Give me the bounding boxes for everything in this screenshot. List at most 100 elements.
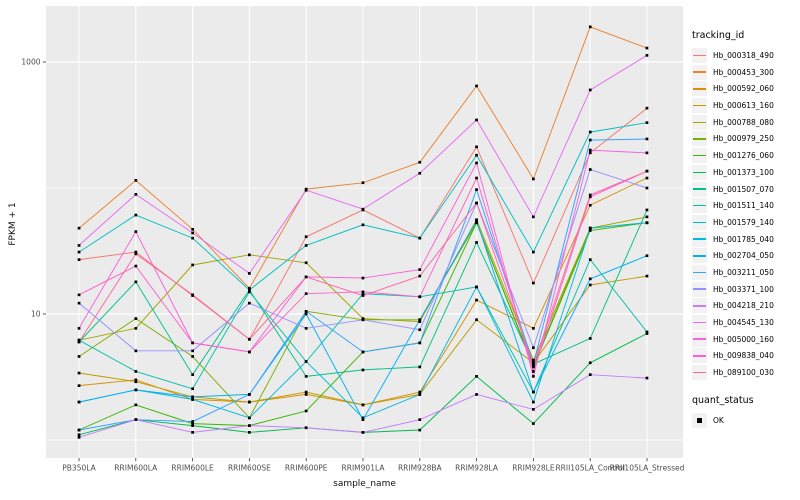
legend-line-swatch <box>693 171 706 174</box>
legend-key-icon <box>692 148 707 164</box>
legend-key-icon <box>692 198 707 214</box>
data-point <box>361 431 365 434</box>
data-point <box>77 371 81 375</box>
legend-item-Hb_004218_210: Hb_004218_210 <box>692 298 798 314</box>
series-points-Hb_089100_030 <box>77 169 649 367</box>
legend-item-Hb_002704_050: Hb_002704_050 <box>692 248 798 264</box>
data-point <box>77 244 81 247</box>
legend-key-icon <box>692 114 707 130</box>
x-axis-title: sample_name <box>333 479 396 489</box>
legend-key-icon <box>692 365 707 381</box>
legend-label: Hb_004218_210 <box>713 301 774 311</box>
data-point <box>248 288 251 292</box>
data-point <box>77 355 81 358</box>
legend-label: Hb_004545_130 <box>713 318 774 327</box>
legend-line-swatch <box>693 255 706 257</box>
data-point <box>248 253 251 257</box>
data-point <box>645 376 649 380</box>
data-point <box>77 327 81 330</box>
legend-key-icon <box>692 248 707 264</box>
data-point <box>361 292 365 295</box>
series-points-Hb_001579_140 <box>77 121 649 292</box>
data-point <box>588 195 592 199</box>
legend-label: Hb_001579_140 <box>713 217 774 227</box>
legend-item-ok: OK <box>692 413 798 429</box>
data-point <box>532 346 535 350</box>
data-point <box>645 332 649 335</box>
legend-line-swatch <box>693 355 706 357</box>
data-point <box>475 145 478 149</box>
legend-label: Hb_005000_160 <box>713 334 774 344</box>
data-point <box>588 148 592 152</box>
legend-line-swatch <box>693 221 706 224</box>
legend-label: Hb_001373_100 <box>713 167 774 177</box>
data-point <box>475 285 478 289</box>
data-point <box>475 393 478 396</box>
legend-key-icon <box>692 131 707 147</box>
legend-line-swatch <box>693 338 706 340</box>
data-point <box>304 188 308 192</box>
x-tick-label-RRIM600LE: RRIM600LE <box>171 464 214 473</box>
legend-line-swatch <box>693 138 706 140</box>
data-point <box>475 161 478 165</box>
data-point <box>588 258 592 261</box>
data-point <box>532 365 535 369</box>
data-point <box>304 275 308 279</box>
data-point <box>134 252 138 256</box>
legend-key-icon <box>692 281 707 297</box>
data-point <box>361 290 365 294</box>
data-point <box>532 422 535 425</box>
x-tick-label-RRIM600SE: RRIM600SE <box>228 464 271 473</box>
x-tick-label-RRIM928BA: RRIM928BA <box>398 464 443 473</box>
legend-label: Hb_001276_060 <box>713 151 774 161</box>
data-point <box>645 254 649 258</box>
data-point <box>248 424 251 427</box>
data-point <box>645 221 649 225</box>
data-point <box>532 362 535 366</box>
data-point <box>304 393 308 396</box>
data-point <box>191 341 194 345</box>
data-point <box>77 433 81 437</box>
legend-item-Hb_003371_100: Hb_003371_100 <box>692 281 798 297</box>
legend-item-Hb_005000_160: Hb_005000_160 <box>692 331 798 347</box>
legend-item-Hb_089100_030: Hb_089100_030 <box>692 365 798 381</box>
data-point <box>418 318 422 322</box>
data-point <box>418 160 422 164</box>
data-point <box>645 54 649 57</box>
legend-label: Hb_001507_070 <box>713 184 774 194</box>
legend-line-swatch <box>693 121 706 124</box>
data-point <box>588 373 592 376</box>
data-point <box>361 418 365 421</box>
data-point <box>361 368 365 372</box>
data-point <box>134 327 138 330</box>
data-point <box>134 378 138 382</box>
data-point <box>588 168 592 171</box>
legend-key-icon <box>692 315 707 330</box>
data-point <box>475 201 478 205</box>
data-point <box>418 268 422 271</box>
data-point <box>588 203 592 207</box>
legend-item-Hb_001507_070: Hb_001507_070 <box>692 181 798 197</box>
legend-line-swatch <box>693 305 706 307</box>
y-tick-label-1000: 1000 <box>21 58 40 67</box>
data-point <box>532 375 535 378</box>
data-point <box>304 312 308 316</box>
legend-item-Hb_001579_140: Hb_001579_140 <box>692 214 798 230</box>
data-point <box>191 349 194 353</box>
data-point <box>191 293 194 297</box>
data-point <box>588 130 592 134</box>
legend-line-swatch <box>693 104 706 107</box>
data-point <box>191 373 194 376</box>
data-point <box>191 420 194 423</box>
data-point <box>134 193 138 196</box>
legend-key-icon <box>692 214 707 230</box>
x-tick-label-RRIM928LE: RRIM928LE <box>512 464 555 473</box>
data-point <box>134 418 138 421</box>
series-points-Hb_004545_130 <box>77 54 649 275</box>
data-point <box>588 193 592 197</box>
legend-line-swatch <box>693 188 706 190</box>
data-point <box>588 283 592 287</box>
data-point <box>418 295 422 299</box>
data-point <box>418 328 422 332</box>
data-point <box>77 338 81 342</box>
